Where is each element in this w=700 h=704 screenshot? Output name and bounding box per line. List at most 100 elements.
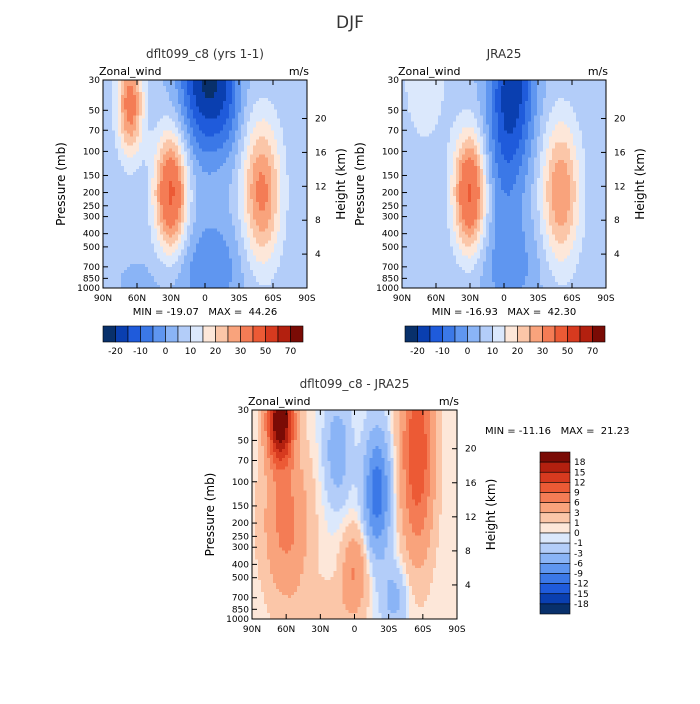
contour-cell <box>118 142 121 145</box>
contour-cell <box>232 214 235 217</box>
contour-cell <box>271 122 274 125</box>
contour-cell <box>142 125 145 128</box>
contour-cell <box>298 196 301 199</box>
contour-cell <box>172 116 175 119</box>
contour-cell <box>223 267 226 270</box>
contour-cell <box>286 160 289 163</box>
contour-cell <box>250 92 253 95</box>
contour-cell <box>262 139 265 142</box>
contour-cell <box>202 193 205 196</box>
y-tick-label: 500 <box>83 243 100 253</box>
contour-cell <box>184 282 187 285</box>
contour-cell <box>121 232 124 235</box>
contour-cell <box>232 181 235 184</box>
contour-cell <box>244 178 247 181</box>
contour-cell <box>133 178 136 181</box>
contour-cell <box>193 131 196 134</box>
contour-cell <box>184 249 187 252</box>
contour-cell <box>265 279 268 282</box>
contour-cell <box>157 181 160 184</box>
contour-cell <box>292 116 295 119</box>
contour-cell <box>247 270 250 273</box>
contour-cell <box>133 196 136 199</box>
contour-cell <box>139 205 142 208</box>
contour-cell <box>217 240 220 243</box>
contour-cell <box>292 258 295 261</box>
contour-cell <box>214 223 217 226</box>
contour-cell <box>301 193 304 196</box>
contour-cell <box>142 154 145 157</box>
contour-cell <box>139 202 142 205</box>
contour-cell <box>157 249 160 252</box>
contour-cell <box>112 122 115 125</box>
contour-cell <box>154 258 157 261</box>
contour-cell <box>220 83 223 86</box>
contour-cell <box>172 80 175 83</box>
contour-cell <box>241 211 244 214</box>
contour-cell <box>139 267 142 270</box>
contour-cell <box>157 101 160 104</box>
contour-cell <box>124 181 127 184</box>
contour-cell <box>211 279 214 282</box>
contour-cell <box>133 235 136 238</box>
contour-cell <box>298 217 301 220</box>
contour-cell <box>181 276 184 279</box>
contour-cell <box>241 181 244 184</box>
contour-cell <box>289 199 292 202</box>
contour-cell <box>139 110 142 113</box>
contour-cell <box>295 163 298 166</box>
contour-cell <box>241 175 244 178</box>
contour-cell <box>205 220 208 223</box>
contour-cell <box>154 148 157 151</box>
contour-cell <box>298 243 301 246</box>
contour-cell <box>181 178 184 181</box>
contour-cell <box>148 276 151 279</box>
contour-cell <box>178 243 181 246</box>
contour-cell <box>277 86 280 89</box>
contour-cell <box>163 145 166 148</box>
contour-cell <box>181 122 184 125</box>
contour-cell <box>265 163 268 166</box>
contour-cell <box>139 98 142 101</box>
contour-cell <box>274 151 277 154</box>
contour-cell <box>247 131 250 134</box>
contour-cell <box>175 107 178 110</box>
contour-cell <box>154 119 157 122</box>
contour-cell <box>402 83 405 86</box>
contour-cell <box>274 223 277 226</box>
contour-cell <box>280 139 283 142</box>
contour-cell <box>145 246 148 249</box>
contour-cell <box>477 83 480 86</box>
contour-cell <box>283 92 286 95</box>
contour-cell <box>259 214 262 217</box>
contour-cell <box>232 205 235 208</box>
contour-cell <box>169 258 172 261</box>
contour-cell <box>217 166 220 169</box>
contour-cell <box>160 154 163 157</box>
contour-cell <box>121 160 124 163</box>
contour-cell <box>591 83 594 86</box>
contour-cell <box>229 92 232 95</box>
contour-cell <box>106 169 109 172</box>
contour-cell <box>274 163 277 166</box>
contour-cell <box>277 116 280 119</box>
contour-cell <box>118 148 121 151</box>
contour-cell <box>196 243 199 246</box>
contour-cell <box>151 175 154 178</box>
contour-cell <box>130 163 133 166</box>
contour-cell <box>295 243 298 246</box>
contour-cell <box>289 255 292 258</box>
contour-cell <box>214 80 217 83</box>
contour-cell <box>169 113 172 116</box>
contour-cell <box>151 139 154 142</box>
contour-cell <box>205 113 208 116</box>
contour-cell <box>268 98 271 101</box>
contour-cell <box>196 98 199 101</box>
contour-cell <box>172 273 175 276</box>
contour-cell <box>205 136 208 139</box>
contour-cell <box>145 235 148 238</box>
contour-cell <box>208 86 211 89</box>
contour-cell <box>301 237 304 240</box>
contour-cell <box>220 217 223 220</box>
contour-cell <box>145 101 148 104</box>
